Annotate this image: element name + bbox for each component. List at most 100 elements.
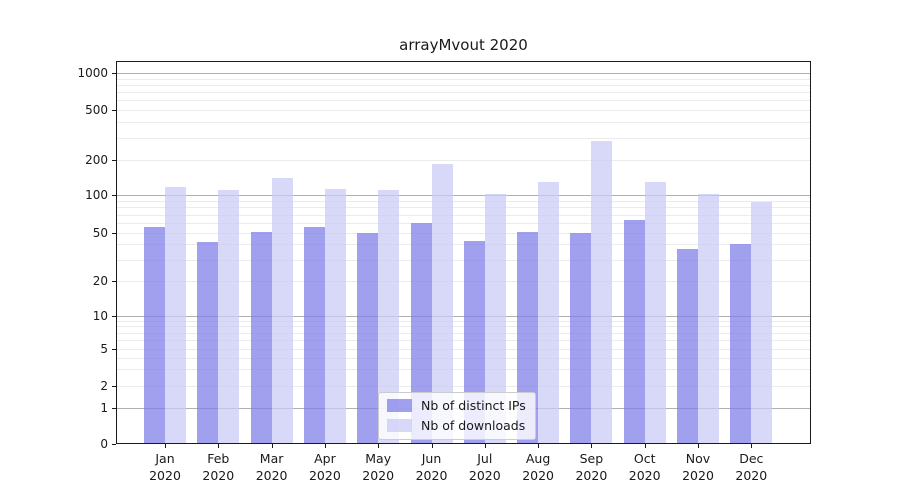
bar-nb-of-downloads-feb [218,189,240,444]
bar-nb-of-distinct-ips-oct [623,220,645,444]
bar-nb-of-downloads-mar [271,178,293,444]
gridline-major [116,73,811,75]
x-label-month: Nov [685,451,711,466]
x-tick-mark [698,444,699,448]
x-label-year: 2020 [149,468,181,483]
x-tick-mark [271,444,273,448]
bar-nb-of-distinct-ips-mar [250,231,272,444]
x-label-year: 2020 [202,468,235,483]
gridline-minor [116,385,811,387]
gridline-minor [116,340,811,342]
bar-nb-of-downloads-dec [751,202,773,444]
x-tick-label-nov: Nov 2020 [666,450,730,484]
gridline-minor [116,357,811,359]
bar-nb-of-distinct-ips-may [357,232,379,444]
y-tick-label: 2 [100,378,108,393]
gridline-minor [116,332,811,334]
chart-title: arrayMvout 2020 [399,36,528,54]
x-label-month: Feb [207,451,230,466]
gridline-minor [116,160,811,161]
gridline-minor [116,222,811,224]
x-label-year: 2020 [628,468,661,483]
y-tick-label: 5 [100,342,108,356]
x-tick-label-apr: Apr 2020 [293,450,357,484]
gridline-minor [116,326,811,328]
x-label-month: Oct [633,451,656,466]
bar-nb-of-downloads-may [378,190,400,444]
x-tick-mark [218,444,220,448]
y-tick-label: 20 [92,274,108,288]
legend-swatch-distinct-ips [387,399,412,412]
bar-nb-of-downloads-apr [324,188,346,444]
y-tick-mark [112,73,116,75]
x-tick-mark [165,444,166,448]
gridline-minor [116,281,811,282]
x-label-month: Apr [314,451,336,466]
x-label-year: 2020 [682,468,714,483]
x-tick-label-mar: Mar 2020 [240,450,304,484]
gridline-minor [116,349,811,350]
x-label-month: May [365,451,392,466]
y-tick-label: 50 [92,225,108,240]
bar-nb-of-distinct-ips-nov [677,248,698,444]
x-label-year: 2020 [362,468,395,483]
plot-area [116,61,811,444]
x-label-month: Dec [739,451,764,466]
bar-nb-of-distinct-ips-feb [197,241,219,444]
y-tick-mark [112,407,116,409]
x-tick-label-jan: Jan 2020 [133,450,197,484]
bar-nb-of-downloads-oct [644,182,666,444]
y-tick-mark [112,281,116,282]
y-tick-label: 0 [100,437,108,451]
x-tick-mark [644,444,646,448]
gridline-minor [116,369,811,371]
x-label-year: 2020 [255,468,288,483]
x-label-year: 2020 [522,468,554,483]
x-label-month: Sep [579,451,604,466]
x-tick-mark [484,444,486,448]
x-label-year: 2020 [575,468,608,483]
x-label-year: 2020 [735,468,768,483]
gridline-minor [116,232,811,234]
bar-nb-of-downloads-nov [698,193,719,444]
bar-nb-of-distinct-ips-apr [303,226,325,444]
y-tick-mark [112,315,116,317]
legend-item-downloads: Nb of downloads [387,418,526,433]
bar-nb-of-downloads-jan [165,187,186,444]
gridline-minor [116,100,811,102]
x-tick-label-feb: Feb 2020 [186,450,250,484]
legend-item-distinct-ips: Nb of distinct IPs [387,398,526,413]
bar-nb-of-distinct-ips-jan [144,226,165,444]
gridline-minor [116,85,811,87]
legend-swatch-downloads [387,419,412,432]
y-tick-label: 100 [85,188,108,203]
y-tick-label: 1000 [77,66,108,81]
gridline-minor [116,92,811,94]
bar-nb-of-distinct-ips-dec [730,244,752,444]
x-tick-label-oct: Oct 2020 [613,450,677,484]
y-tick-mark [112,232,116,234]
gridline-minor [116,259,811,261]
gridline-minor [116,200,811,202]
x-label-month: Jul [477,451,493,466]
x-tick-mark [324,444,326,448]
x-tick-mark [751,444,753,448]
x-tick-mark [378,444,380,448]
x-tick-mark [591,444,593,448]
y-tick-label: 10 [92,308,108,323]
x-label-month: Jun [421,451,442,466]
y-tick-mark [112,444,116,445]
x-label-year: 2020 [468,468,501,483]
x-label-month: Mar [259,451,284,466]
legend-label-distinct-ips: Nb of distinct IPs [421,398,526,413]
x-tick-mark [431,444,433,448]
x-label-month: Aug [525,451,551,466]
y-tick-label: 500 [85,103,108,117]
gridline-minor [116,122,811,124]
gridline-major [116,195,811,197]
gridline-minor [116,110,811,111]
x-tick-label-jun: Jun 2020 [400,450,464,484]
x-tick-label-may: May 2020 [346,450,410,484]
x-tick-mark [538,444,540,448]
